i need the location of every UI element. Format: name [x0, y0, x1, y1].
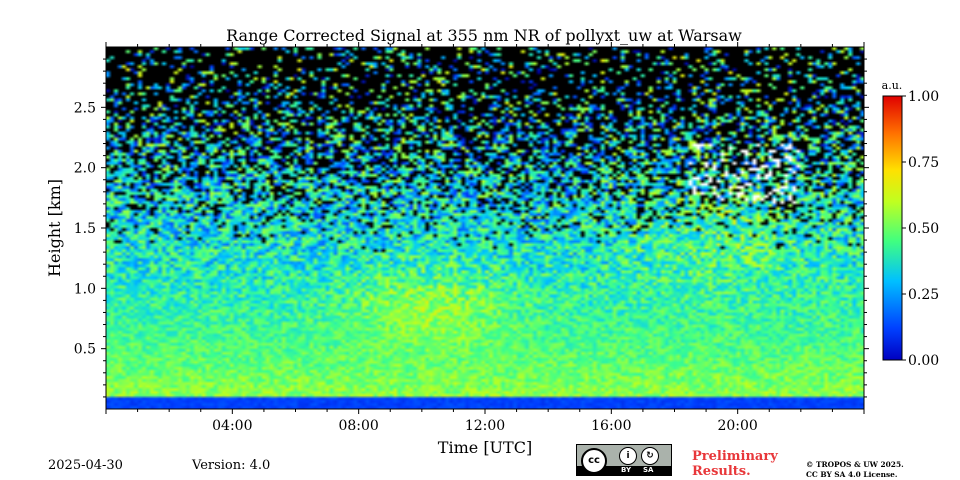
- y-tick-label: 0.5: [74, 342, 96, 358]
- y-tick-label: 1.0: [74, 281, 96, 297]
- cc-by-label: BY: [621, 466, 632, 474]
- license-line-2: CC BY SA 4.0 License.: [806, 470, 898, 479]
- colorbar-label: a.u.: [882, 79, 903, 92]
- y-tick-label: 1.5: [74, 221, 96, 237]
- version-label: Version: 4.0: [192, 458, 271, 473]
- signal-heatmap: [106, 47, 864, 409]
- colorbar-tick-label: 0.00: [908, 353, 939, 369]
- preliminary-results-note: Preliminary Results.: [692, 449, 778, 479]
- chart-title: Range Corrected Signal at 355 nm NR of p…: [226, 26, 742, 45]
- colorbar-tick-label: 0.50: [908, 221, 939, 237]
- colorbar-tick-label: 1.00: [908, 89, 939, 105]
- heatmap-area: [106, 47, 864, 409]
- attribution-icon: i: [619, 447, 637, 465]
- colorbar-tick-label: 0.25: [908, 287, 939, 303]
- colorbar-tick-label: 0.75: [908, 155, 939, 171]
- x-tick-label: 12:00: [465, 418, 505, 434]
- x-tick-label: 16:00: [591, 418, 631, 434]
- x-axis: 04:00 08:00 12:00 16:00 20:00: [105, 42, 865, 434]
- share-alike-icon: ↻: [641, 447, 659, 465]
- x-tick-label: 04:00: [212, 418, 252, 434]
- y-tick-label: 2.5: [74, 100, 96, 116]
- license-line-1: © TROPOS & UW 2025.: [806, 460, 904, 469]
- cc-icon: cc: [581, 448, 607, 474]
- y-tick-label: 2.0: [74, 161, 96, 177]
- cc-sa-label: SA: [643, 466, 654, 474]
- preliminary-line-1: Preliminary: [692, 449, 778, 464]
- cc-logo-strip: [577, 466, 671, 475]
- date-label: 2025-04-30: [48, 458, 123, 473]
- colorbar-ticks: 0.00 0.25 0.50 0.75 1.00: [902, 89, 939, 369]
- colorbar: [882, 95, 903, 361]
- cc-license-logo: cc i ↻ BY SA: [576, 444, 672, 476]
- x-axis-label: Time [UTC]: [438, 438, 532, 457]
- license-note: © TROPOS & UW 2025. CC BY SA 4.0 License…: [806, 460, 904, 480]
- x-tick-label: 20:00: [717, 418, 757, 434]
- y-axis-label: Height [km]: [45, 179, 64, 277]
- preliminary-line-2: Results.: [692, 464, 751, 479]
- y-axis: 0.5 1.0 1.5 2.0 2.5: [74, 58, 869, 398]
- x-tick-label: 08:00: [338, 418, 378, 434]
